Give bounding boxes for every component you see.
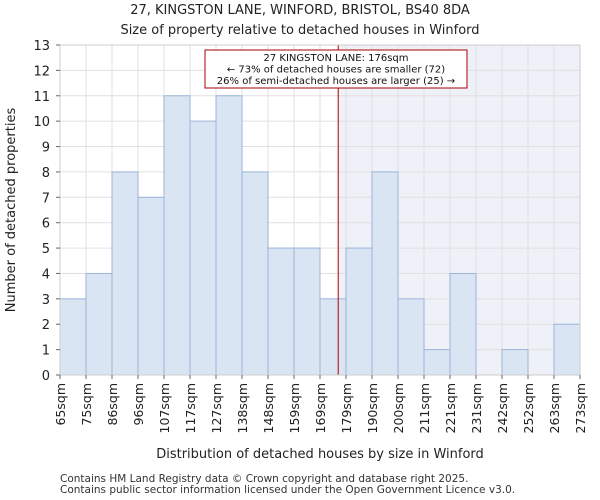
x-tick-label: 231sqm [469, 383, 484, 433]
x-tick-label: 138sqm [235, 383, 250, 433]
histogram-bar [85, 272, 113, 376]
histogram-bar [111, 171, 139, 376]
x-tick-label: 159sqm [287, 383, 302, 433]
y-tick-label: 3 [42, 293, 50, 308]
attribution-footer: Contains HM Land Registry data © Crown c… [60, 474, 515, 496]
x-tick-label: 117sqm [183, 383, 198, 433]
histogram-bar [371, 171, 399, 376]
x-tick-label: 96sqm [131, 383, 146, 426]
histogram-bar [59, 298, 87, 376]
x-tick-label: 252sqm [521, 383, 536, 433]
histogram-bar [319, 298, 347, 376]
x-tick-label: 169sqm [313, 383, 328, 433]
x-tick-label: 127sqm [209, 383, 224, 433]
y-tick-label: 6 [42, 217, 50, 232]
y-tick-label: 0 [42, 369, 50, 384]
x-tick-label: 200sqm [391, 383, 406, 433]
x-tick-label: 75sqm [79, 383, 94, 426]
histogram-bar [293, 247, 321, 376]
histogram-bar [553, 323, 581, 376]
histogram-bar [189, 120, 217, 376]
histogram-bar [163, 95, 191, 376]
chart-title-block: 27, KINGSTON LANE, WINFORD, BRISTOL, BS4… [0, 0, 600, 39]
histogram-bar [501, 349, 529, 376]
histogram-bar [397, 298, 425, 376]
y-tick-label: 2 [42, 318, 50, 333]
x-tick-label: 107sqm [157, 383, 172, 433]
y-tick-label: 10 [33, 115, 50, 130]
annotation-line: 26% of semi-detached houses are larger (… [217, 76, 455, 87]
y-tick-label: 9 [42, 141, 50, 156]
y-tick-label: 7 [42, 191, 50, 206]
x-tick-label: 86sqm [105, 383, 120, 426]
y-tick-label: 1 [42, 344, 50, 359]
y-tick-label: 11 [33, 90, 50, 105]
attribution-line-2: Contains public sector information licen… [60, 484, 516, 496]
annotation-line: 27 KINGSTON LANE: 176sqm [264, 53, 409, 64]
x-tick-label: 242sqm [495, 383, 510, 433]
attribution-line-1: Contains HM Land Registry data © Crown c… [60, 473, 469, 485]
y-axis-label: Number of detached properties [4, 108, 19, 313]
chart-title: 27, KINGSTON LANE, WINFORD, BRISTOL, BS4… [130, 3, 470, 18]
x-tick-label: 211sqm [417, 383, 432, 433]
histogram-bar [423, 349, 451, 376]
x-tick-label: 65sqm [53, 383, 68, 426]
x-tick-label: 273sqm [573, 383, 588, 433]
x-tick-label: 190sqm [365, 383, 380, 433]
histogram-bar [241, 171, 269, 376]
histogram-bar [267, 247, 295, 376]
x-tick-label: 148sqm [261, 383, 276, 433]
histogram-bar [449, 272, 477, 376]
y-tick-label: 5 [42, 242, 50, 257]
x-tick-label: 179sqm [339, 383, 354, 433]
histogram-bar [345, 247, 373, 376]
x-tick-label: 221sqm [443, 383, 458, 433]
x-axis-label: Distribution of detached houses by size … [156, 447, 484, 462]
y-tick-label: 8 [42, 166, 50, 181]
x-tick-label: 263sqm [547, 383, 562, 433]
histogram-bar [137, 196, 165, 376]
annotation-box [204, 49, 468, 89]
y-tick-label: 13 [33, 39, 50, 54]
y-tick-label: 4 [42, 267, 50, 282]
chart-subtitle: Size of property relative to detached ho… [120, 23, 480, 38]
annotation-line: ← 73% of detached houses are smaller (72… [227, 65, 445, 76]
histogram-bar [215, 95, 243, 376]
y-tick-label: 12 [33, 64, 50, 79]
